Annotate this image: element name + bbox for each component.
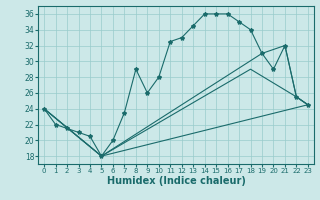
X-axis label: Humidex (Indice chaleur): Humidex (Indice chaleur) xyxy=(107,176,245,186)
